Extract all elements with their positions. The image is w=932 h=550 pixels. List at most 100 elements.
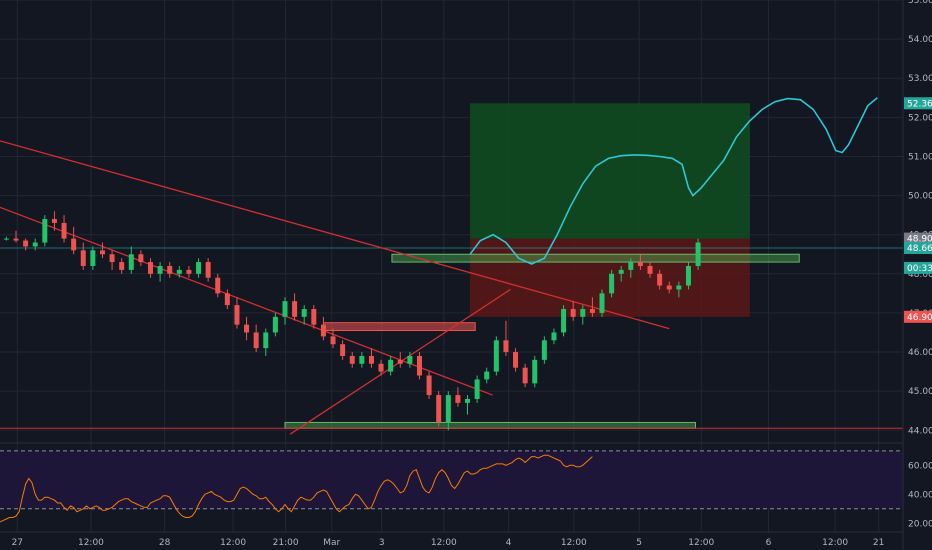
candle-body xyxy=(128,254,134,270)
candle-body xyxy=(205,262,211,278)
candle xyxy=(167,262,173,278)
candle-body xyxy=(599,293,605,313)
rsi-band xyxy=(0,450,903,509)
candle-body xyxy=(3,238,9,240)
candle xyxy=(215,273,221,298)
candle xyxy=(263,328,269,356)
time-tick-label: 12:00 xyxy=(431,538,457,548)
candle xyxy=(445,391,451,431)
candle-body xyxy=(340,344,346,356)
candle-body xyxy=(416,355,422,376)
time-tick-label: 4 xyxy=(506,538,512,548)
candle xyxy=(407,352,413,368)
candle-body xyxy=(589,309,595,313)
candle xyxy=(32,238,38,251)
candle xyxy=(570,301,576,321)
candle xyxy=(234,297,240,329)
candle xyxy=(42,215,48,247)
rsi-panel xyxy=(0,442,903,523)
green-box-zone[interactable] xyxy=(391,253,800,263)
candle-body xyxy=(637,262,643,266)
candle-body xyxy=(685,265,691,286)
candle-body xyxy=(455,395,461,403)
candle-body xyxy=(42,219,48,243)
candle xyxy=(292,293,298,321)
candle-body xyxy=(657,273,663,286)
candle xyxy=(176,265,182,278)
candle-body xyxy=(426,375,432,396)
candle xyxy=(397,352,403,368)
candle xyxy=(148,258,153,278)
candle-body xyxy=(647,265,653,274)
profit-zone[interactable] xyxy=(470,103,750,239)
candle-body xyxy=(580,309,586,317)
price-tick-label: 50.00 xyxy=(908,192,932,202)
price-tick-label: 52.00 xyxy=(908,113,932,123)
candle-body xyxy=(541,340,547,360)
time-axis[interactable]: 27 12:00 28 12:00 21:00 Mar 3 12:00 4 12:00 5 12:00… xyxy=(0,531,903,548)
candle xyxy=(51,211,57,231)
candlestick-series[interactable] xyxy=(3,211,701,431)
rsi-tick-label: 40.00 xyxy=(908,490,932,500)
candle-body xyxy=(167,265,173,274)
time-tick-label: 12:00 xyxy=(78,538,104,548)
candle xyxy=(416,352,422,380)
horizontal-levels xyxy=(0,247,903,429)
candle xyxy=(532,355,538,388)
time-tick-label: 27 xyxy=(12,538,23,548)
candle-body xyxy=(378,363,384,372)
candle xyxy=(368,348,374,368)
candle-body xyxy=(570,309,576,317)
candle xyxy=(244,316,250,341)
candle xyxy=(378,359,384,376)
price-tick-label: 44.00 xyxy=(908,426,932,436)
candle xyxy=(666,281,672,294)
rsi-tick-label: 20.00 xyxy=(908,519,932,529)
candle xyxy=(695,238,701,270)
price-badge-label: 52.36 xyxy=(907,99,932,109)
candle xyxy=(618,265,624,282)
candle xyxy=(637,254,643,270)
candle xyxy=(522,363,528,388)
candle-body xyxy=(484,371,490,380)
candle-body xyxy=(282,301,288,317)
price-tick-label: 54.00 xyxy=(908,35,932,45)
candle xyxy=(493,336,499,376)
candle-body xyxy=(253,332,259,349)
candle-body xyxy=(397,359,403,364)
red-box-zone[interactable] xyxy=(322,322,476,332)
candle xyxy=(320,316,326,341)
candle xyxy=(224,289,230,310)
candle xyxy=(109,250,115,270)
candle-body xyxy=(551,332,557,341)
price-badge-label: 00:33 xyxy=(907,264,932,274)
candle-body xyxy=(157,265,163,274)
price-badge-label: 48.90 xyxy=(907,235,932,245)
time-tick-label: 12:00 xyxy=(561,538,587,548)
candle-body xyxy=(513,352,519,368)
price-badge xyxy=(904,261,932,274)
candle xyxy=(465,395,471,415)
candle-body xyxy=(474,379,480,399)
trendline[interactable] xyxy=(0,206,493,396)
candle-body xyxy=(51,219,57,223)
candle-body xyxy=(445,395,451,423)
candle xyxy=(685,262,691,290)
candle-body xyxy=(436,395,442,423)
candle xyxy=(301,305,307,325)
candle xyxy=(657,269,663,290)
candle-body xyxy=(196,262,202,274)
candle xyxy=(80,242,86,270)
time-tick-label: 21:00 xyxy=(273,538,299,548)
green-box-zone[interactable] xyxy=(284,421,697,429)
candle xyxy=(426,371,432,399)
price-tick-label: 55.00 xyxy=(908,0,932,6)
time-tick-label: 12:00 xyxy=(688,538,714,548)
trendline[interactable] xyxy=(0,140,670,330)
candle-body xyxy=(301,309,307,317)
candle xyxy=(388,355,394,376)
candle xyxy=(436,391,442,427)
candle xyxy=(157,262,163,282)
price-axis[interactable]: 55.0054.0053.0052.0051.0050.0049.0048.00… xyxy=(902,0,932,550)
